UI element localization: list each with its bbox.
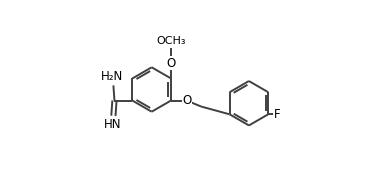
- Text: HN: HN: [104, 118, 121, 131]
- Text: H₂N: H₂N: [101, 70, 124, 83]
- Text: O: O: [166, 57, 176, 70]
- Text: F: F: [274, 108, 280, 121]
- Text: OCH₃: OCH₃: [156, 36, 186, 46]
- Text: O: O: [182, 94, 191, 107]
